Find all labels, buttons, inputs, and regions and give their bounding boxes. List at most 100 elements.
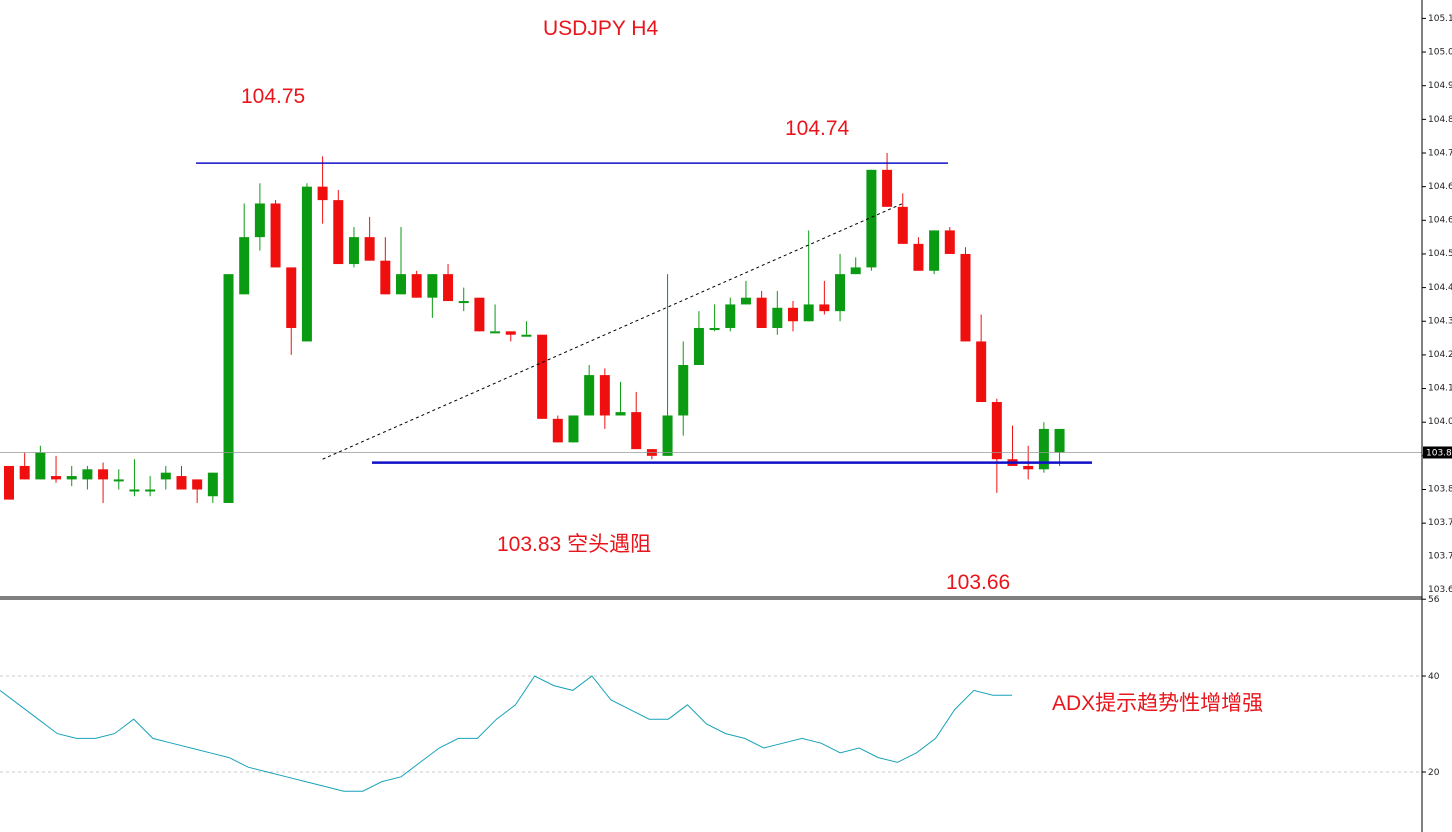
- candle-body: [286, 267, 297, 328]
- candle-body: [615, 412, 626, 416]
- adx-tick-label: 56: [1428, 595, 1440, 605]
- current-price-box: [1423, 446, 1452, 459]
- candle-body: [537, 334, 548, 419]
- candle-body: [897, 206, 908, 244]
- candle-body: [505, 331, 516, 335]
- candle-body: [693, 327, 704, 365]
- adx-label: ADX提示趋势性增增强: [1052, 692, 1263, 715]
- candle-body: [192, 479, 203, 490]
- candle-body: [348, 237, 359, 265]
- candle-body: [788, 307, 798, 322]
- candle-body: [756, 297, 767, 328]
- current-price-label: 103.8: [1426, 448, 1452, 458]
- candle-body: [145, 489, 156, 492]
- candle-body: [772, 307, 783, 328]
- levels-layer: [0, 162, 1422, 464]
- candle-body: [709, 327, 720, 330]
- price-tick-label: 103.7: [1428, 518, 1452, 528]
- candle-body: [66, 476, 77, 480]
- candle-body: [850, 267, 861, 275]
- adx-line: [0, 675, 1012, 792]
- candle-body: [51, 476, 62, 480]
- price-tick-label: 103.6: [1428, 585, 1452, 595]
- candle-body: [411, 274, 422, 298]
- high2-label: 104.74: [785, 117, 850, 140]
- candle-body: [160, 472, 171, 480]
- price-tick-label: 103.7: [1428, 552, 1452, 562]
- candle-body: [866, 169, 877, 268]
- candle-body: [819, 304, 830, 312]
- candle-body: [98, 469, 109, 480]
- price-tick-label: 104.5: [1428, 249, 1452, 259]
- candle-body: [944, 230, 955, 254]
- candle-body: [4, 465, 14, 500]
- candle-body: [380, 260, 391, 295]
- low-label: 103.66: [946, 571, 1010, 594]
- candles-layer: [4, 153, 1065, 503]
- candle-body: [129, 489, 140, 492]
- candle-body: [35, 452, 46, 480]
- candle-body: [568, 415, 579, 443]
- price-tick-label: 104.6: [1428, 182, 1452, 192]
- price-tick-label: 104.0: [1428, 417, 1452, 427]
- price-tick-label: 104.6: [1428, 216, 1452, 226]
- candle-body: [474, 297, 485, 332]
- price-tick-label: 104.2: [1428, 350, 1452, 360]
- candle-body: [960, 253, 971, 342]
- candle-body: [239, 237, 250, 295]
- price-tick-label: 104.1: [1428, 384, 1452, 394]
- price-tick-label: 104.3: [1428, 316, 1452, 326]
- price-tick-label: 105.0: [1428, 48, 1452, 58]
- candle-body: [882, 169, 893, 207]
- candle-body: [740, 297, 751, 305]
- candle-body: [254, 203, 265, 238]
- candle-body: [803, 304, 814, 322]
- candle-body: [521, 334, 532, 337]
- candle-body: [599, 375, 610, 416]
- candle-body: [678, 364, 689, 416]
- price-axis: 105.1 105.0 104.9 104.8 104.7 104.6 104.6 104.5…: [1422, 14, 1452, 595]
- candle-body: [662, 415, 673, 456]
- candle-body: [991, 402, 1002, 460]
- candle-body: [396, 274, 406, 295]
- candle-body: [458, 301, 469, 304]
- candle-body: [490, 331, 501, 334]
- price-tick-label: 104.9: [1428, 81, 1452, 91]
- candle-body: [725, 304, 736, 328]
- candle-body: [427, 274, 438, 298]
- price-tick-label: 103.8: [1428, 484, 1452, 494]
- candle-body: [113, 479, 124, 482]
- candle-body: [364, 237, 375, 261]
- price-tick-label: 104.4: [1428, 283, 1452, 293]
- high1-label: 104.75: [241, 85, 305, 108]
- candle-body: [1038, 428, 1049, 470]
- candle-body: [552, 418, 563, 443]
- price-tick-label: 105.1: [1428, 14, 1452, 24]
- price-tick-label: 104.8: [1428, 115, 1452, 125]
- candle-body: [976, 341, 987, 403]
- adx-tick-label: 20: [1428, 768, 1440, 778]
- candle-body: [207, 472, 218, 497]
- candle-body: [223, 274, 234, 503]
- candle-body: [301, 186, 312, 342]
- candle-body: [82, 469, 93, 480]
- support-label: 103.83 空头遇阻: [497, 533, 651, 556]
- candle-body: [270, 203, 281, 268]
- candle-body: [19, 465, 30, 480]
- candle-body: [443, 274, 454, 302]
- candle-body: [929, 230, 940, 271]
- candle-body: [176, 476, 187, 490]
- chart-title: USDJPY H4: [543, 17, 658, 40]
- price-tick-label: 104.7: [1428, 148, 1452, 158]
- trend-line: [322, 203, 903, 460]
- candle-body: [913, 243, 924, 271]
- candle-body: [1023, 465, 1034, 470]
- adx-tick-label: 40: [1428, 672, 1440, 682]
- candle-body: [631, 412, 642, 450]
- candle-body: [835, 274, 846, 312]
- adx-layer: 56 40 20: [0, 595, 1440, 792]
- candle-body: [317, 186, 328, 201]
- candle-body: [584, 375, 595, 416]
- candle-body: [1054, 428, 1065, 453]
